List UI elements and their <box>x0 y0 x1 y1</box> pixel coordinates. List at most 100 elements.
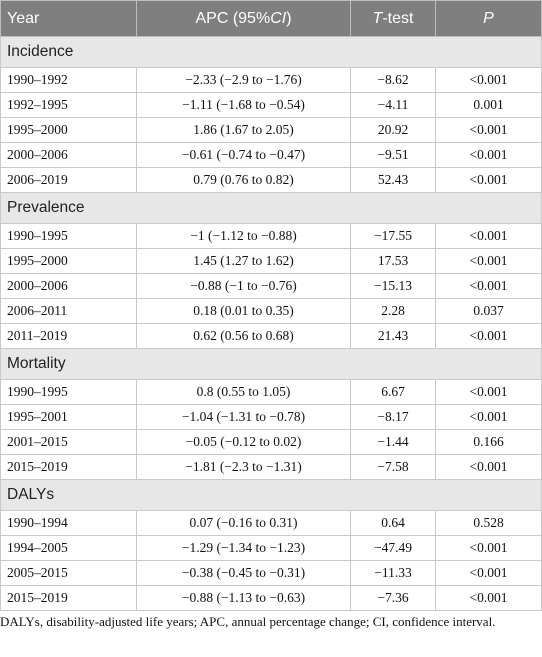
t-cell: −17.55 <box>350 223 436 249</box>
table-row: 2015–2019 −0.88 (−1.13 to −0.63) −7.36 <0.0… <box>0 585 542 611</box>
year-cell: 1992–1995 <box>0 92 137 118</box>
section-title: Mortality <box>0 348 542 380</box>
year-cell: 2015–2019 <box>0 454 137 480</box>
apc-header-ci: CI <box>270 9 287 27</box>
t-cell: −11.33 <box>350 560 436 586</box>
table-row: 1990–1992 −2.33 (−2.9 to −1.76) −8.62 <0.00… <box>0 67 542 93</box>
table-row: 1995–2000 1.45 (1.27 to 1.62) 17.53 <0.001 <box>0 248 542 274</box>
table-row: 1990–1994 0.07 (−0.16 to 0.31) 0.64 0.528 <box>0 510 542 536</box>
year-cell: 1990–1992 <box>0 67 137 93</box>
t-test-header: T-test <box>350 0 436 37</box>
p-cell: <0.001 <box>435 167 542 193</box>
t-cell: 2.28 <box>350 298 436 324</box>
table-row: 1995–2000 1.86 (1.67 to 2.05) 20.92 <0.001 <box>0 117 542 143</box>
t-cell: 17.53 <box>350 248 436 274</box>
apc-cell: 0.79 (0.76 to 0.82) <box>136 167 351 193</box>
year-cell: 2001–2015 <box>0 429 137 455</box>
apc-cell: −0.88 (−1.13 to −0.63) <box>136 585 351 611</box>
year-cell: 2015–2019 <box>0 585 137 611</box>
p-header-label: P <box>483 9 494 27</box>
year-cell: 2000–2006 <box>0 142 137 168</box>
p-cell: <0.001 <box>435 454 542 480</box>
p-cell: <0.001 <box>435 585 542 611</box>
p-cell: <0.001 <box>435 323 542 349</box>
t-cell: −1.44 <box>350 429 436 455</box>
table-row: 1992–1995 −1.11 (−1.68 to −0.54) −4.11 0.00… <box>0 92 542 118</box>
p-cell: 0.037 <box>435 298 542 324</box>
section-row-mortality: Mortality <box>0 348 542 380</box>
table-body: Incidence 1990–1992 −2.33 (−2.9 to −1.76)… <box>0 36 542 611</box>
t-cell: 0.64 <box>350 510 436 536</box>
t-cell: 21.43 <box>350 323 436 349</box>
year-cell: 1990–1995 <box>0 379 137 405</box>
p-cell: <0.001 <box>435 117 542 143</box>
apc-cell: 0.18 (0.01 to 0.35) <box>136 298 351 324</box>
apc-cell: 1.45 (1.27 to 1.62) <box>136 248 351 274</box>
section-row-prevalence: Prevalence <box>0 192 542 224</box>
year-cell: 2005–2015 <box>0 560 137 586</box>
table-row: 2006–2011 0.18 (0.01 to 0.35) 2.28 0.037 <box>0 298 542 324</box>
apc-header-prefix: APC (95% <box>195 9 271 27</box>
section-title: DALYs <box>0 479 542 511</box>
t-cell: 20.92 <box>350 117 436 143</box>
apc-cell: −0.88 (−1 to −0.76) <box>136 273 351 299</box>
t-cell: 6.67 <box>350 379 436 405</box>
p-cell: 0.528 <box>435 510 542 536</box>
p-cell: <0.001 <box>435 535 542 561</box>
p-cell: <0.001 <box>435 273 542 299</box>
t-cell: −4.11 <box>350 92 436 118</box>
table-row: 1995–2001 −1.04 (−1.31 to −0.78) −8.17 <0.0… <box>0 404 542 430</box>
p-header: P <box>435 0 542 37</box>
apc-cell: −1 (−1.12 to −0.88) <box>136 223 351 249</box>
t-header-italic: T <box>372 9 383 27</box>
table-row: 2000–2006 −0.88 (−1 to −0.76) −15.13 <0.001 <box>0 273 542 299</box>
p-cell: <0.001 <box>435 404 542 430</box>
year-cell: 1994–2005 <box>0 535 137 561</box>
t-cell: −15.13 <box>350 273 436 299</box>
p-cell: <0.001 <box>435 223 542 249</box>
apc-header: APC (95%CI) <box>136 0 351 37</box>
t-cell: −7.36 <box>350 585 436 611</box>
apc-cell: −2.33 (−2.9 to −1.76) <box>136 67 351 93</box>
apc-cell: −0.61 (−0.74 to −0.47) <box>136 142 351 168</box>
t-cell: 52.43 <box>350 167 436 193</box>
apc-cell: 0.07 (−0.16 to 0.31) <box>136 510 351 536</box>
t-cell: −9.51 <box>350 142 436 168</box>
year-cell: 2006–2011 <box>0 298 137 324</box>
t-cell: −7.58 <box>350 454 436 480</box>
apc-table: Year APC (95%CI) T-test P Incidence 1990… <box>0 0 542 611</box>
apc-header-suffix: ) <box>286 9 292 27</box>
apc-cell: −1.11 (−1.68 to −0.54) <box>136 92 351 118</box>
section-row-incidence: Incidence <box>0 36 542 68</box>
year-cell: 1990–1994 <box>0 510 137 536</box>
p-cell: <0.001 <box>435 379 542 405</box>
table-row: 2006–2019 0.79 (0.76 to 0.82) 52.43 <0.001 <box>0 167 542 193</box>
t-cell: −47.49 <box>350 535 436 561</box>
t-header-suffix: -test <box>382 9 414 27</box>
apc-cell: 0.62 (0.56 to 0.68) <box>136 323 351 349</box>
section-title: Prevalence <box>0 192 542 224</box>
table-row: 2000–2006 −0.61 (−0.74 to −0.47) −9.51 <0.0… <box>0 142 542 168</box>
apc-cell: −0.38 (−0.45 to −0.31) <box>136 560 351 586</box>
table-row: 1994–2005 −1.29 (−1.34 to −1.23) −47.49 <0.… <box>0 535 542 561</box>
t-cell: −8.62 <box>350 67 436 93</box>
p-cell: 0.001 <box>435 92 542 118</box>
year-cell: 2000–2006 <box>0 273 137 299</box>
table-row: 2005–2015 −0.38 (−0.45 to −0.31) −11.33 <0.… <box>0 560 542 586</box>
p-cell: <0.001 <box>435 142 542 168</box>
apc-cell: 0.8 (0.55 to 1.05) <box>136 379 351 405</box>
apc-cell: 1.86 (1.67 to 2.05) <box>136 117 351 143</box>
p-cell: 0.166 <box>435 429 542 455</box>
apc-cell: −1.81 (−2.3 to −1.31) <box>136 454 351 480</box>
p-cell: <0.001 <box>435 67 542 93</box>
table-row: 2011–2019 0.62 (0.56 to 0.68) 21.43 <0.001 <box>0 323 542 349</box>
year-cell: 2006–2019 <box>0 167 137 193</box>
table-row: 2015–2019 −1.81 (−2.3 to −1.31) −7.58 <0.00… <box>0 454 542 480</box>
t-cell: −8.17 <box>350 404 436 430</box>
table-footnote: DALYs, disability-adjusted life years; A… <box>0 614 496 629</box>
year-cell: 1995–2001 <box>0 404 137 430</box>
year-cell: 2011–2019 <box>0 323 137 349</box>
table-row: 1990–1995 0.8 (0.55 to 1.05) 6.67 <0.001 <box>0 379 542 405</box>
p-cell: <0.001 <box>435 560 542 586</box>
year-cell: 1990–1995 <box>0 223 137 249</box>
